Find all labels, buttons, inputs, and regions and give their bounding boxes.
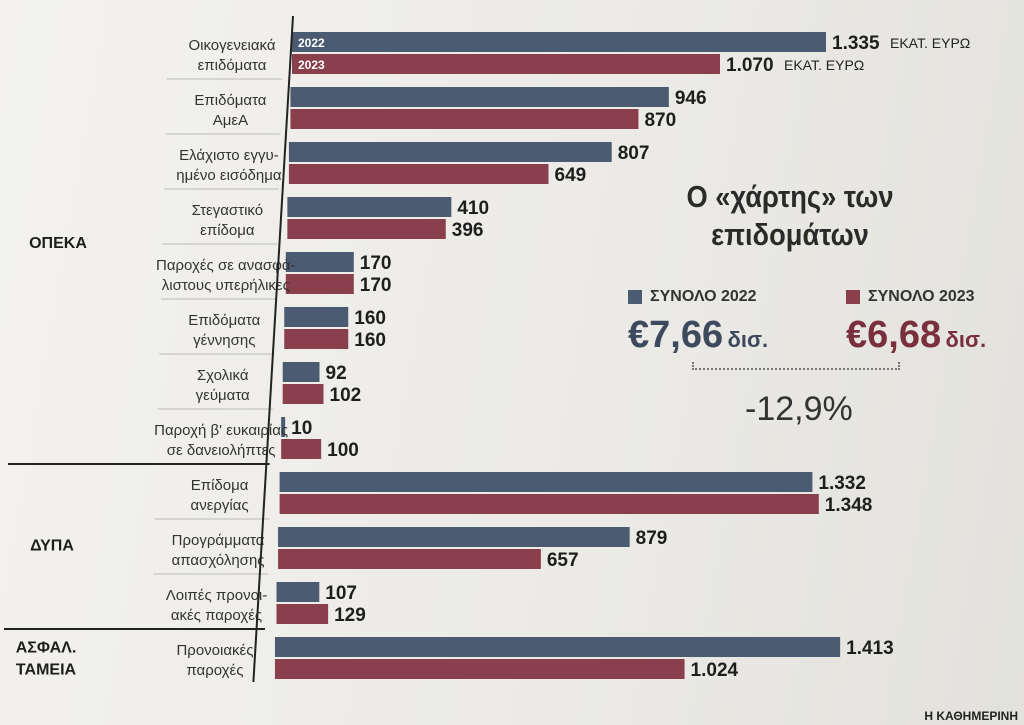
category-label-1-0-line2: ανεργίας	[191, 497, 249, 514]
bar-2023-0-6	[282, 384, 324, 404]
bar-2022-0-5	[284, 307, 349, 327]
category-label-2-0-line1: Προνοιακές	[176, 642, 253, 659]
bar-2023-2-0	[274, 659, 685, 679]
percent-change: -12,9%	[745, 390, 853, 428]
unit-label-2022: ΕΚΑΤ. ΕΥΡΩ	[890, 35, 970, 51]
unit-label-2023: ΕΚΑΤ. ΕΥΡΩ	[784, 57, 864, 73]
value-label-2022-1-1: 879	[636, 528, 668, 549]
bar-2022-0-3	[287, 197, 452, 217]
bar-2022-1-2	[276, 582, 320, 602]
bar-2023-1-0	[279, 494, 819, 514]
bar-2022-0-1	[290, 87, 669, 107]
bar-2023-1-1	[278, 549, 541, 569]
value-label-2023-1-0: 1.348	[825, 495, 873, 516]
total-2023-value: €6,68	[846, 314, 942, 356]
value-label-2022-0-7: 10	[291, 418, 312, 439]
category-label-0-2-line2: ημένο εισόδημα	[176, 167, 282, 184]
value-label-2022-0-3: 410	[457, 198, 489, 219]
category-label-0-6-line2: γεύματα	[196, 387, 250, 404]
legend-swatch-2022	[628, 290, 642, 304]
total-2022: €7,66 δισ.	[628, 314, 768, 357]
total-2023-unit: δισ.	[945, 327, 987, 352]
source-credit: Η ΚΑΘΗΜΕΡΙΝΗ	[924, 709, 1018, 723]
bar-2023-0-7	[281, 439, 322, 459]
total-2022-value: €7,66	[628, 314, 724, 356]
total-2023: €6,68 δισ.	[846, 314, 986, 357]
category-label-0-6-line1: Σχολικά	[197, 367, 249, 384]
value-label-2023-0-2: 649	[555, 165, 587, 186]
value-label-2023-0-4: 170	[360, 275, 392, 296]
value-label-2023-0-7: 100	[327, 440, 359, 461]
category-label-0-4-line2: λιστους υπερήλικες	[162, 277, 290, 294]
category-label-0-3-line1: Στεγαστικό	[192, 202, 264, 219]
bar-2023-0-4	[285, 274, 354, 294]
group-label-0: ΟΠΕΚΑ	[29, 235, 87, 252]
category-label-1-1-line2: απασχόλησης	[172, 552, 265, 569]
bar-2023-0-2	[288, 164, 549, 184]
legend-label-2022: ΣΥΝΟΛΟ 2022	[650, 288, 757, 305]
group-label-1: ΔΥΠΑ	[30, 538, 74, 555]
chart-title: Ο «χάρτης» των επιδομάτων	[686, 179, 894, 252]
category-label-1-1-line1: Προγράμματα	[172, 532, 265, 549]
bar-2022-0-4	[285, 252, 354, 272]
bar-2023-1-2	[276, 604, 329, 624]
bar-2022-0-0	[292, 32, 826, 52]
axis-baseline	[252, 15, 294, 683]
group-label-2-line1: ΑΣΦΑΛ.	[16, 640, 77, 657]
value-label-2022-0-4: 170	[360, 253, 392, 274]
category-label-1-2-line2: ακές παροχές	[171, 607, 262, 624]
value-label-2022-0-5: 160	[354, 308, 386, 329]
bar-2022-0-2	[288, 142, 612, 162]
category-label-1-2-line1: Λοιπές προνοι-	[166, 587, 268, 604]
value-label-2023-0-3: 396	[452, 220, 484, 241]
value-label-2022-0-2: 807	[618, 143, 650, 164]
category-label-0-3-line2: επίδομα	[200, 222, 255, 239]
value-label-2022-1-0: 1.332	[818, 473, 866, 494]
legend-label-2023: ΣΥΝΟΛΟ 2023	[868, 288, 975, 305]
year-tag-2023: 2023	[298, 58, 325, 72]
value-label-2023-0-0: 1.070	[726, 55, 774, 76]
category-label-0-7-line1: Παροχή β' ευκαιρίας	[154, 422, 288, 439]
value-label-2023-0-5: 160	[354, 330, 386, 351]
bar-2022-2-0	[274, 637, 841, 657]
category-label-0-1-line1: Επιδόματα	[194, 92, 266, 109]
bar-2022-0-6	[282, 362, 320, 382]
value-label-2022-0-0: 1.335	[832, 33, 880, 54]
legend-2023: ΣΥΝΟΛΟ 2023	[846, 288, 975, 306]
bar-2023-0-0	[292, 54, 720, 74]
bar-2023-0-3	[287, 219, 446, 239]
category-label-1-0-line1: Επίδομα	[191, 477, 249, 494]
value-label-2023-1-2: 129	[334, 605, 366, 626]
category-label-2-0-line2: παροχές	[186, 662, 243, 679]
legend-2022: ΣΥΝΟΛΟ 2022	[628, 288, 757, 306]
value-label-2023-2-0: 1.024	[691, 660, 739, 681]
total-2022-unit: δισ.	[727, 327, 769, 352]
value-label-2023-0-6: 102	[330, 385, 362, 406]
value-label-2022-2-0: 1.413	[846, 638, 894, 659]
value-label-2022-1-2: 107	[325, 583, 357, 604]
category-label-0-5-line2: γέννησης	[193, 332, 255, 349]
bar-2022-0-7	[281, 417, 286, 437]
value-label-2023-1-1: 657	[547, 550, 579, 571]
bar-2022-1-0	[279, 472, 813, 492]
bar-2022-1-1	[278, 527, 630, 547]
bar-2023-0-5	[284, 329, 349, 349]
category-label-0-0-line1: Οικογενειακά	[188, 37, 275, 54]
category-label-0-2-line1: Ελάχιστο εγγυ-	[179, 147, 279, 164]
value-label-2022-0-1: 946	[675, 88, 707, 109]
category-label-0-1-line2: ΑμεΑ	[213, 112, 248, 129]
category-label-0-7-line2: σε δανειολήπτες	[167, 442, 276, 459]
value-label-2023-0-1: 870	[644, 110, 676, 131]
legend-swatch-2023	[846, 290, 860, 304]
bar-2023-0-1	[290, 109, 639, 129]
value-label-2022-0-6: 92	[326, 363, 347, 384]
category-label-0-4-line1: Παροχές σε ανασφά-	[156, 257, 296, 274]
category-label-0-5-line1: Επιδόματα	[188, 312, 260, 329]
change-bracket	[692, 362, 900, 370]
year-tag-2022: 2022	[298, 36, 325, 50]
group-label-2-line2: ΤΑΜΕΙΑ	[16, 662, 77, 679]
category-label-0-0-line2: επιδόματα	[198, 57, 267, 74]
